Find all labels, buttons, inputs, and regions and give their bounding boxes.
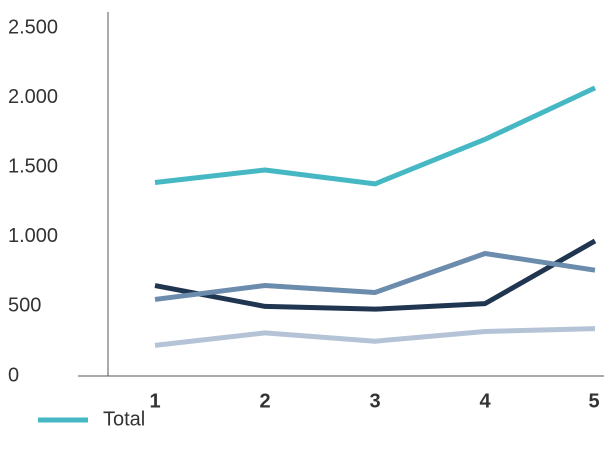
y-tick-label: 0 xyxy=(8,364,19,386)
line-series xyxy=(154,326,596,348)
y-tick-label: 1.000 xyxy=(8,225,58,247)
x-tick-label: 5 xyxy=(588,390,599,412)
line-series xyxy=(154,238,597,312)
y-tick-label: 500 xyxy=(8,295,41,317)
x-tick-label: 2 xyxy=(259,390,270,412)
legend-label: Total xyxy=(103,408,145,430)
line-series xyxy=(154,85,597,187)
x-tick-label: 4 xyxy=(479,390,491,412)
y-tick-label: 2.500 xyxy=(8,16,58,38)
line-series xyxy=(154,251,596,302)
y-tick-label: 1.500 xyxy=(8,155,58,177)
x-tick-label: 3 xyxy=(369,390,380,412)
x-tick-label: 1 xyxy=(149,390,160,412)
y-tick-label: 2.000 xyxy=(8,86,58,108)
